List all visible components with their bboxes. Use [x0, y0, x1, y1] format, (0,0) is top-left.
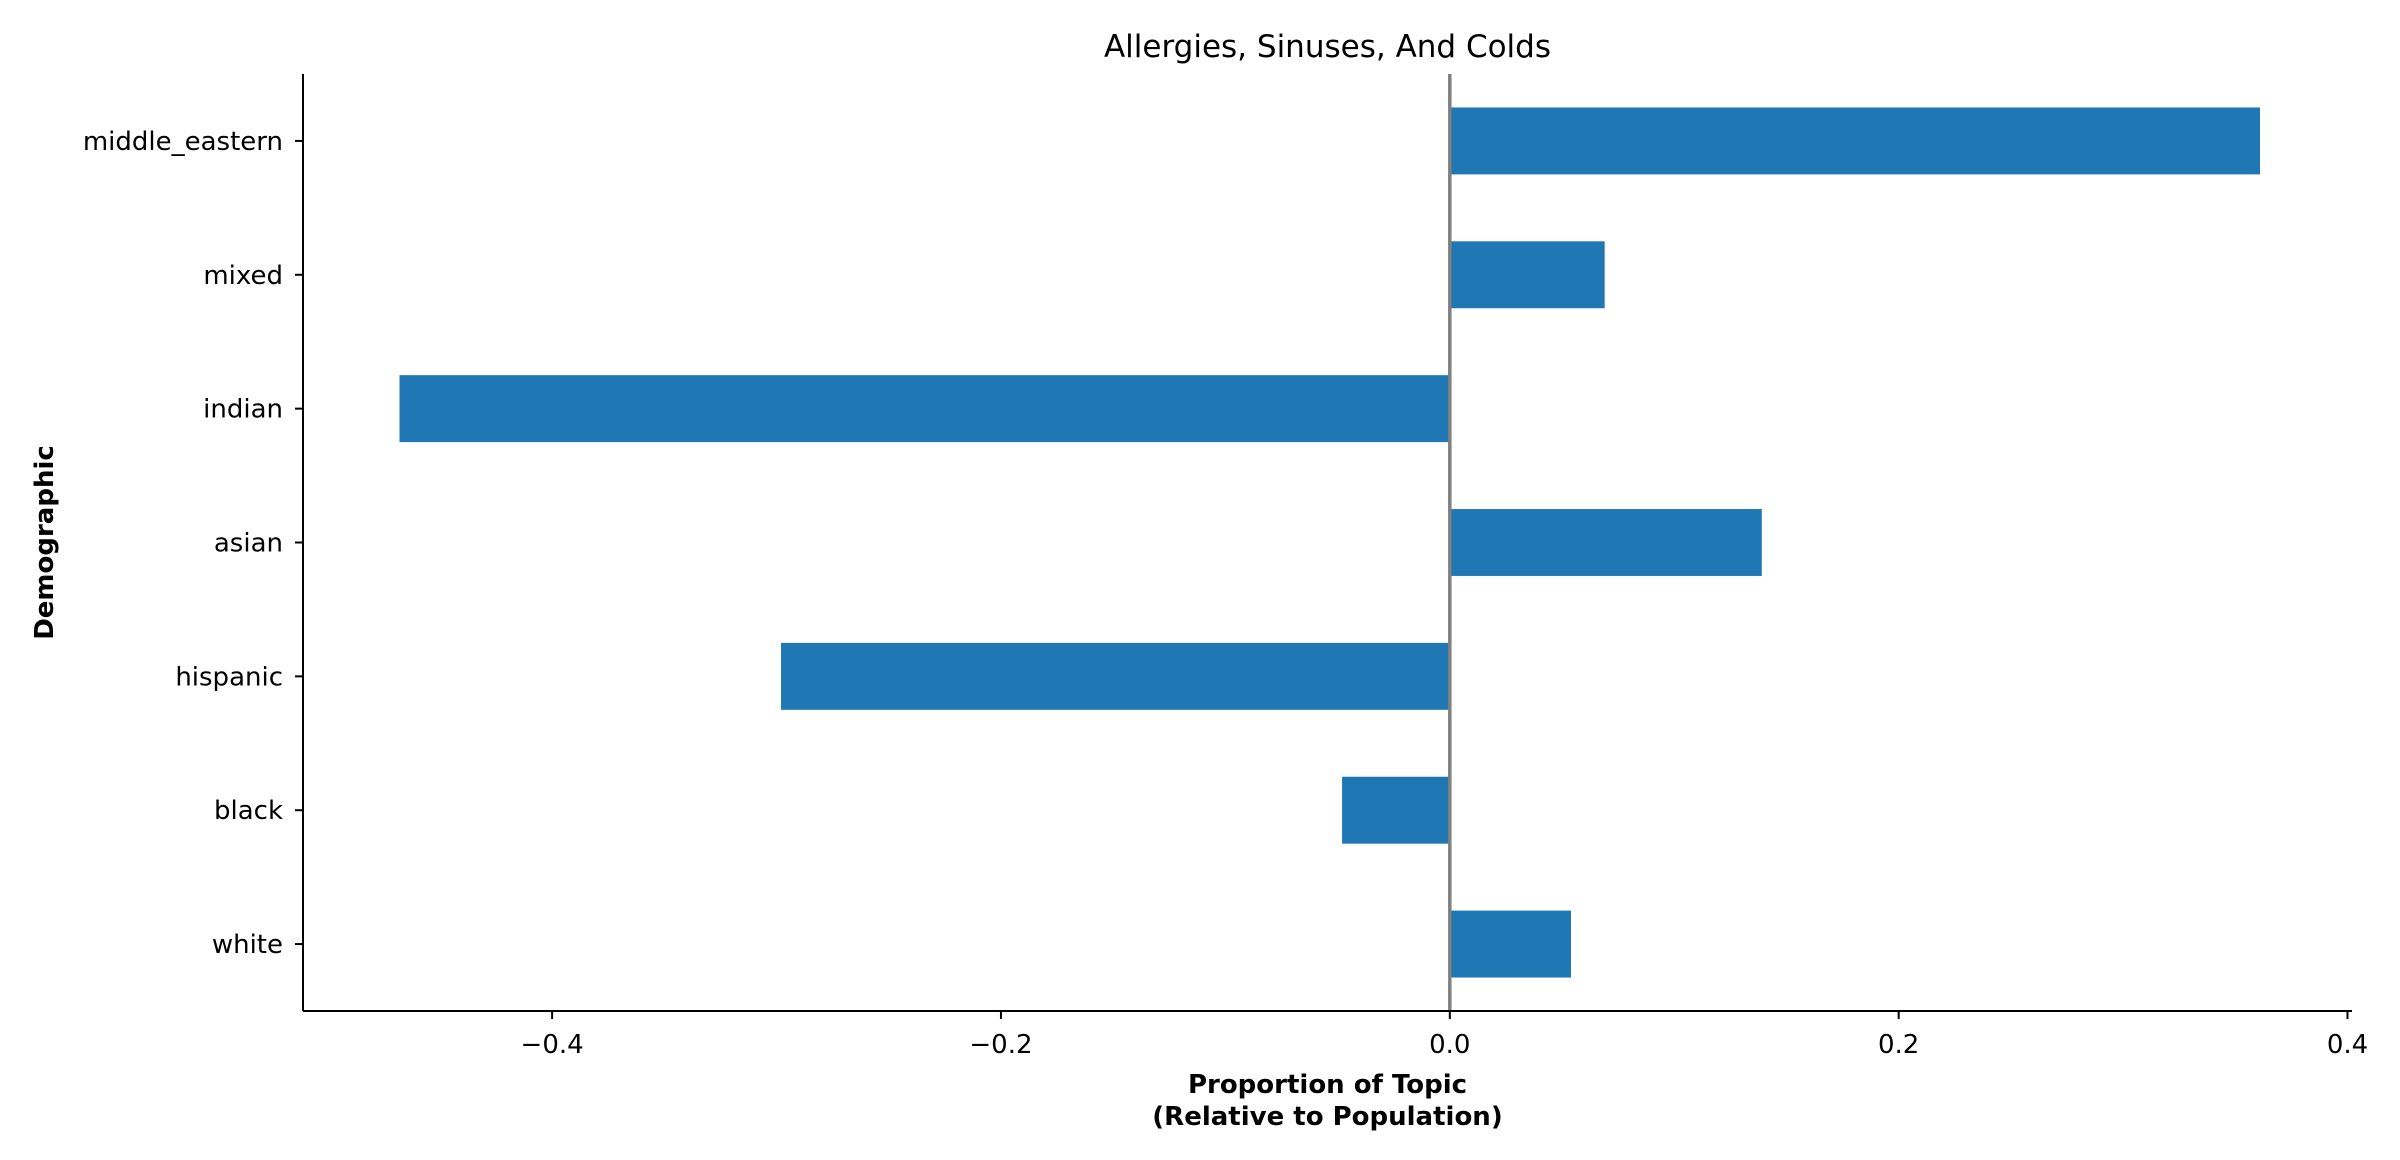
y-tick-label-indian: indian — [203, 395, 283, 425]
bar-indian — [399, 375, 1450, 443]
bar-mixed — [1449, 241, 1605, 309]
y-tick-label-asian: asian — [214, 529, 283, 559]
bar-white — [1449, 910, 1572, 978]
bars-layer — [399, 107, 2260, 978]
bar-black — [1342, 776, 1450, 844]
x-tick-label: −0.4 — [521, 1030, 584, 1060]
x-axis-title-line1: Proportion of Topic — [1188, 1070, 1467, 1100]
y-tick-label-white: white — [212, 930, 283, 960]
x-axis-title-line2: (Relative to Population) — [1152, 1102, 1502, 1132]
y-tick-label-hispanic: hispanic — [175, 662, 283, 692]
y-tick-label-black: black — [214, 796, 283, 826]
y-tick-label-mixed: mixed — [203, 261, 283, 291]
x-tick-label: 0.4 — [2327, 1030, 2368, 1060]
bar-middle_eastern — [1449, 107, 2260, 175]
bar-hispanic — [781, 642, 1450, 710]
bar-asian — [1449, 509, 1762, 576]
y-tick-label-middle_eastern: middle_eastern — [83, 127, 283, 157]
chart-title: Allergies, Sinuses, And Colds — [1104, 29, 1551, 65]
x-tick-label: 0.0 — [1429, 1030, 1470, 1060]
y-axis-title: Demographic — [30, 445, 60, 640]
x-tick-label: 0.2 — [1878, 1030, 1919, 1060]
x-ticks-layer: −0.4 −0.2 0.0 0.2 0.4 — [521, 1011, 2368, 1060]
x-tick-label: −0.2 — [969, 1030, 1032, 1060]
